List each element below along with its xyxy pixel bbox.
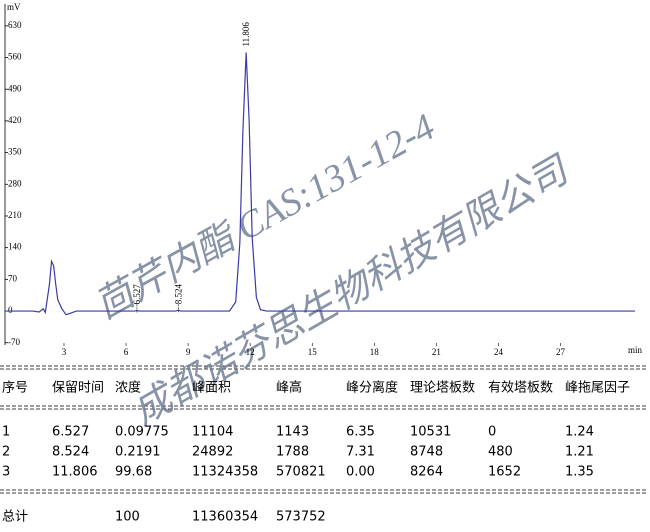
table-cell: 8748 [410,445,443,460]
y-tick-label: 210 [8,210,22,220]
y-tick-label: 630 [8,20,22,30]
table-cell: 0.09775 [115,425,169,440]
y-tick-label: 350 [8,147,22,157]
total-area: 11360354 [192,510,258,525]
table-cell: 8264 [410,465,443,480]
peak-label: 6.527 [132,284,142,305]
total-height: 573752 [276,510,326,525]
table-cell: 1652 [488,465,521,480]
table-cell: 1 [2,425,10,440]
table-header: 峰拖尾因子 [565,381,630,396]
x-tick-label: 3 [62,347,67,357]
table-cell: 6.527 [52,425,89,440]
table-cell: 1.21 [565,445,594,460]
x-tick-label: 24 [494,347,504,357]
x-tick-label: 6 [124,347,129,357]
table-cell: 7.31 [346,445,375,460]
table-header: 峰高 [276,380,302,396]
y-tick-label: 70 [8,273,18,283]
table-cell: 0 [488,425,496,440]
table-cell: 11.806 [52,465,98,480]
x-tick-label: 21 [432,347,441,357]
table-cell: 1.35 [565,465,594,480]
table-header: 峰分离度 [346,380,398,396]
table-cell: 480 [488,445,513,460]
table-header: 有效塔板数 [488,381,553,396]
y-tick-label: 140 [8,242,22,252]
x-tick-label: 12 [246,347,255,357]
table-cell: 6.35 [346,425,375,440]
table-cell: 10531 [410,425,451,440]
y-tick-label: 280 [8,178,22,188]
total-label: 总计 [2,510,28,525]
table-cell: 2 [2,445,10,460]
table-cell: 570821 [276,465,326,480]
y-tick-label: 490 [8,83,22,93]
y-tick-label: -70 [8,337,20,347]
table-cell: 1.24 [565,425,594,440]
x-tick-label: 15 [308,347,318,357]
signal-line [5,52,635,316]
peak-label: 11.806 [241,22,251,47]
table-cell: 0.00 [346,465,375,480]
table-header: 理论塔板数 [410,381,475,396]
total-concentration: 100 [115,510,140,525]
table-cell: 11104 [192,425,233,440]
y-tick-label: 0 [8,305,13,315]
x-tick-label: 9 [186,347,191,357]
y-tick-label: 560 [8,52,22,62]
table-header: 序号 [2,381,28,396]
x-axis-label: min [628,345,643,355]
y-axis-label: mV [7,2,21,12]
table-cell: 24892 [192,445,233,460]
table-cell: 0.2191 [115,445,161,460]
peak-label: 8.524 [173,283,183,304]
table-cell: 99.68 [115,465,152,480]
x-tick-label: 18 [370,347,380,357]
table-cell: 8.524 [52,445,89,460]
table-cell: 11324358 [192,465,258,480]
table-cell: 3 [2,465,10,480]
table-header: 保留时间 [52,381,104,396]
table-header: 峰面积 [192,381,231,396]
x-tick-label: 27 [556,347,566,357]
table-header: 浓度 [115,380,141,396]
y-tick-label: 420 [8,115,22,125]
table-cell: 1143 [276,425,309,440]
table-cell: 1788 [276,445,309,460]
